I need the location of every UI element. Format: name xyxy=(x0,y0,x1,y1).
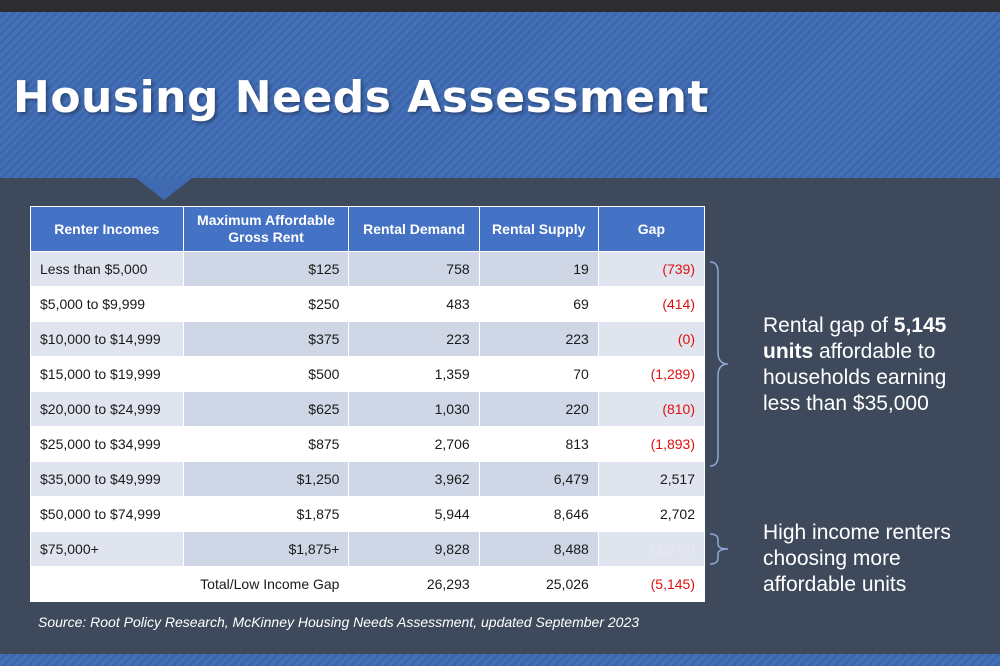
table-row: $15,000 to $19,999 $500 1,359 70 (1,289) xyxy=(30,356,706,392)
cell-gap: (739) xyxy=(597,251,706,287)
table-row: $25,000 to $34,999 $875 2,706 813 (1,893… xyxy=(30,426,706,462)
cell-rent: $1,250 xyxy=(182,461,350,497)
cell-demand: 3,962 xyxy=(348,461,480,497)
header-max-rent: Maximum Affordable Gross Rent xyxy=(182,206,350,252)
table-row: $20,000 to $24,999 $625 1,030 220 (810) xyxy=(30,391,706,427)
note-units: units xyxy=(763,340,814,363)
cell-income: $35,000 to $49,999 xyxy=(30,461,184,497)
cell-supply: 6,479 xyxy=(478,461,599,497)
cell-demand: 483 xyxy=(348,286,480,322)
cell-supply: 223 xyxy=(478,321,599,357)
table-row: $5,000 to $9,999 $250 483 69 (414) xyxy=(30,286,706,322)
header-max-rent-line1: Maximum Affordable xyxy=(197,212,335,228)
page-title: Housing Needs Assessment xyxy=(13,72,709,123)
cell-rent: $1,875 xyxy=(182,496,350,532)
total-gap: (5,145) xyxy=(597,566,706,602)
cell-rent: $125 xyxy=(182,251,350,287)
note-line1-prefix: Rental gap of xyxy=(763,314,894,337)
table-header-row: Renter Incomes Maximum Affordable Gross … xyxy=(30,206,706,252)
cell-income: Less than $5,000 xyxy=(30,251,184,287)
cell-rent: $500 xyxy=(182,356,350,392)
header-max-rent-line2: Gross Rent xyxy=(228,229,304,245)
table-row: $50,000 to $74,999 $1,875 5,944 8,646 2,… xyxy=(30,496,706,532)
cell-gap: (0) xyxy=(597,321,706,357)
low-income-gap-note: Rental gap of 5,145 units affordable to … xyxy=(763,313,946,417)
table-row: $10,000 to $14,999 $375 223 223 (0) xyxy=(30,321,706,357)
header-rental-demand: Rental Demand xyxy=(348,206,480,252)
cell-gap: (810) xyxy=(597,391,706,427)
cell-supply: 8,488 xyxy=(478,531,599,567)
total-demand: 26,293 xyxy=(348,566,480,602)
note-line3: households earning xyxy=(763,366,947,389)
low-income-brace xyxy=(709,261,729,467)
table-row: $75,000+ $1,875+ 9,828 8,488 (1,340) xyxy=(30,531,706,567)
total-supply: 25,026 xyxy=(478,566,599,602)
cell-income: $5,000 to $9,999 xyxy=(30,286,184,322)
cell-income: $75,000+ xyxy=(30,531,184,567)
cell-supply: 8,646 xyxy=(478,496,599,532)
high-note-line1: High income renters xyxy=(763,521,951,544)
top-border xyxy=(0,0,1000,12)
cell-supply: 70 xyxy=(478,356,599,392)
cell-demand: 1,030 xyxy=(348,391,480,427)
cell-income: $20,000 to $24,999 xyxy=(30,391,184,427)
cell-demand: 1,359 xyxy=(348,356,480,392)
cell-supply: 19 xyxy=(478,251,599,287)
cell-supply: 69 xyxy=(478,286,599,322)
cell-income: $50,000 to $74,999 xyxy=(30,496,184,532)
banner-pointer xyxy=(136,178,192,200)
header-gap: Gap xyxy=(597,206,706,252)
note-line4: less than $35,000 xyxy=(763,392,929,415)
table-row: $35,000 to $49,999 $1,250 3,962 6,479 2,… xyxy=(30,461,706,497)
cell-rent: $625 xyxy=(182,391,350,427)
high-income-brace xyxy=(709,533,729,565)
high-income-note: High income renters choosing more afford… xyxy=(763,520,951,598)
cell-demand: 5,944 xyxy=(348,496,480,532)
cell-demand: 9,828 xyxy=(348,531,480,567)
cell-gap: (414) xyxy=(597,286,706,322)
cell-demand: 223 xyxy=(348,321,480,357)
cell-gap: 2,702 xyxy=(597,496,706,532)
cell-income: $10,000 to $14,999 xyxy=(30,321,184,357)
cell-demand: 758 xyxy=(348,251,480,287)
cell-supply: 220 xyxy=(478,391,599,427)
housing-table: Renter Incomes Maximum Affordable Gross … xyxy=(29,206,706,602)
bottom-border xyxy=(0,654,1000,666)
title-banner xyxy=(0,12,1000,178)
source-citation: Source: Root Policy Research, McKinney H… xyxy=(38,614,640,630)
cell-gap: (1,340) xyxy=(597,531,706,567)
cell-gap: (1,289) xyxy=(597,356,706,392)
header-renter-incomes: Renter Incomes xyxy=(30,206,184,252)
cell-gap: 2,517 xyxy=(597,461,706,497)
cell-income: $25,000 to $34,999 xyxy=(30,426,184,462)
note-line2-rest: affordable to xyxy=(813,340,936,363)
total-row: Total/Low Income Gap 26,293 25,026 (5,14… xyxy=(29,566,706,602)
cell-gap: (1,893) xyxy=(597,426,706,462)
table-row: Less than $5,000 $125 758 19 (739) xyxy=(30,251,706,287)
cell-income: $15,000 to $19,999 xyxy=(30,356,184,392)
cell-rent: $250 xyxy=(182,286,350,322)
cell-supply: 813 xyxy=(478,426,599,462)
cell-demand: 2,706 xyxy=(348,426,480,462)
total-label: Total/Low Income Gap xyxy=(29,566,350,602)
high-note-line3: affordable units xyxy=(763,573,907,596)
high-note-line2: choosing more xyxy=(763,547,901,570)
header-rental-supply: Rental Supply xyxy=(478,206,599,252)
cell-rent: $875 xyxy=(182,426,350,462)
note-gap-total: 5,145 xyxy=(893,314,947,337)
cell-rent: $375 xyxy=(182,321,350,357)
cell-rent: $1,875+ xyxy=(182,531,350,567)
